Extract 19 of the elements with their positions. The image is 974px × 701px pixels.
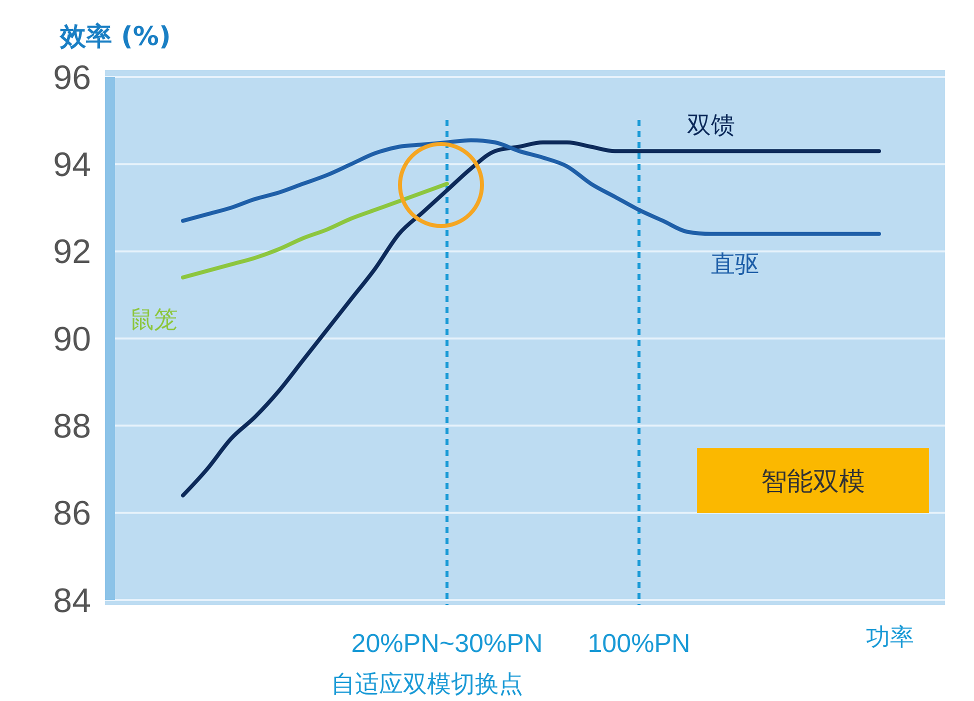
y-tick-label: 86 [53, 494, 91, 533]
line-series [181, 140, 881, 498]
x-tick-label: 100%PN [588, 628, 690, 658]
y-tick-label: 84 [53, 582, 91, 620]
y-tick-label: 94 [53, 146, 91, 184]
y-tick-label: 96 [53, 58, 91, 97]
y-tick-label: 88 [53, 408, 91, 446]
series-label: 直驱 [711, 250, 759, 278]
x-axis-title: 功率 [866, 623, 914, 651]
y-tick-label: 92 [53, 233, 91, 272]
series-label: 双馈 [687, 111, 735, 140]
annotation: 智能双模 [761, 467, 865, 498]
series-label: 鼠笼 [130, 305, 178, 334]
line-series [181, 182, 449, 280]
x-tick-label: 20%PN~30%PN [351, 628, 543, 658]
ref-line-label: 自适应双模切换点 [331, 670, 523, 698]
y-tick-label: 90 [53, 320, 91, 358]
y-axis-title: 效率 (%) [59, 22, 171, 52]
line-series [181, 138, 881, 236]
